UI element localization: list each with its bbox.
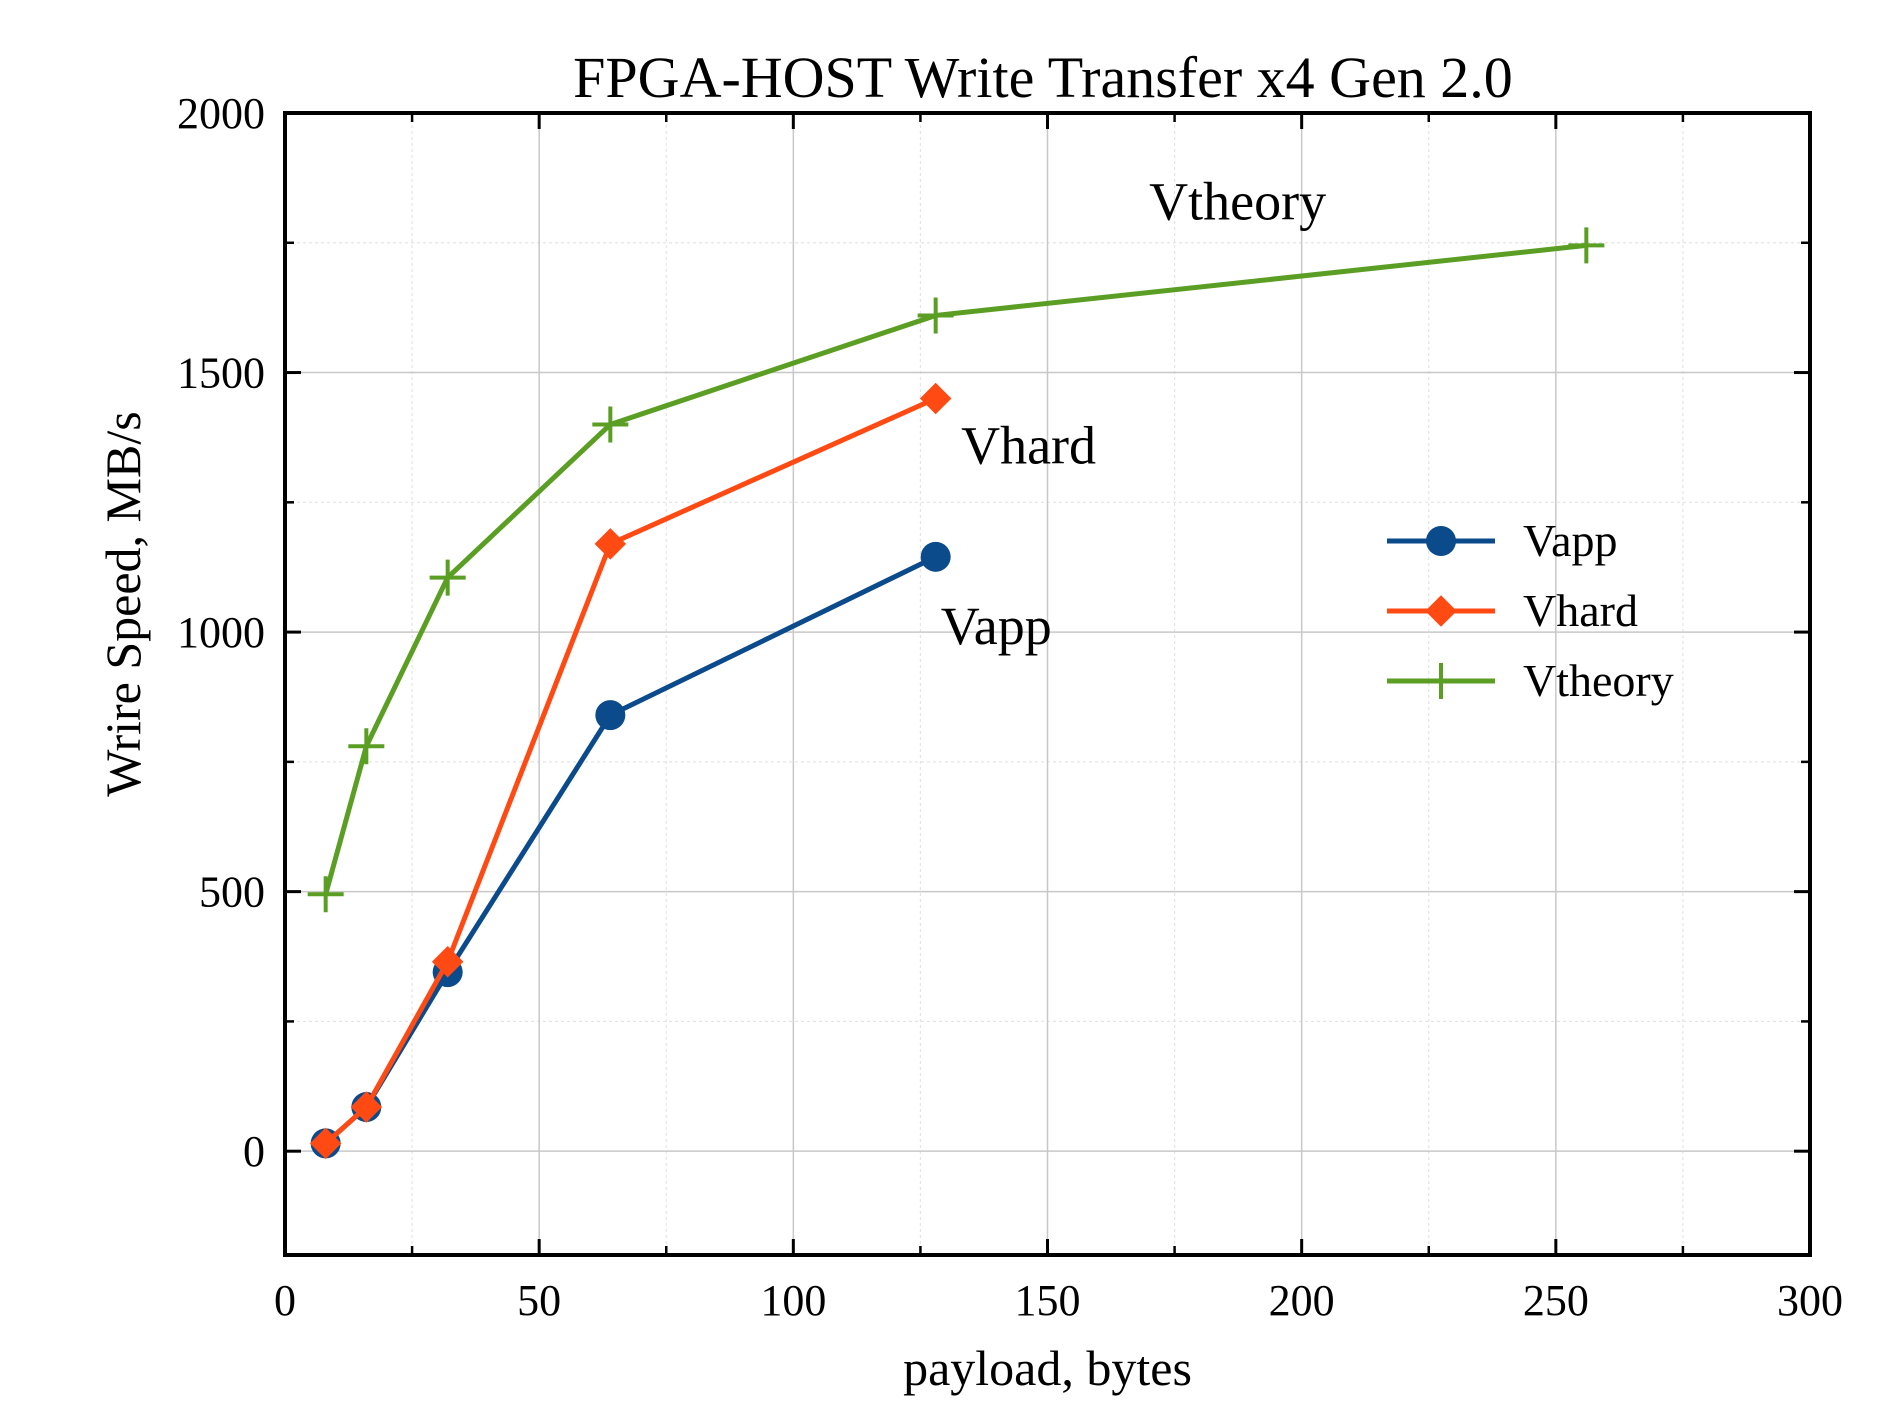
annotation-vapp: Vapp bbox=[941, 596, 1052, 656]
legend-label-vtheory: Vtheory bbox=[1523, 655, 1674, 706]
x-axis-label: payload, bytes bbox=[903, 1340, 1192, 1396]
y-tick-label: 2000 bbox=[177, 89, 265, 138]
x-tick-label: 50 bbox=[517, 1276, 561, 1325]
data-point-vapp bbox=[595, 700, 626, 731]
data-point-vtheory bbox=[429, 559, 466, 596]
legend-label-vhard: Vhard bbox=[1523, 585, 1638, 636]
x-tick-label: 0 bbox=[274, 1276, 296, 1325]
grid bbox=[285, 113, 1810, 1255]
data-point-vapp bbox=[920, 541, 951, 572]
legend-marker-vapp bbox=[1426, 526, 1456, 556]
series-layer bbox=[307, 227, 1605, 1160]
data-point-vtheory bbox=[307, 876, 344, 913]
legend-marker-vtheory bbox=[1423, 663, 1459, 699]
data-point-vhard bbox=[919, 382, 952, 415]
y-tick-label: 0 bbox=[243, 1127, 265, 1176]
x-tick-label: 200 bbox=[1269, 1276, 1335, 1325]
series-line-vhard bbox=[324, 396, 937, 1146]
data-point-vtheory bbox=[917, 297, 954, 334]
data-point-vhard bbox=[350, 1091, 383, 1123]
annotation-vtheory: Vtheory bbox=[1149, 171, 1326, 231]
annotation-vhard: Vhard bbox=[961, 415, 1096, 475]
legend-item-vhard: Vhard bbox=[1387, 585, 1638, 636]
legend-marker-vhard bbox=[1425, 595, 1457, 627]
x-tick-label: 150 bbox=[1015, 1276, 1081, 1325]
y-tick-label: 1000 bbox=[177, 608, 265, 657]
data-point-vhard bbox=[309, 1127, 342, 1160]
x-tick-label: 300 bbox=[1777, 1276, 1843, 1325]
legend-item-vtheory: Vtheory bbox=[1387, 655, 1674, 706]
x-tick-label: 250 bbox=[1523, 1276, 1589, 1325]
legend-item-vapp: Vapp bbox=[1387, 515, 1618, 566]
x-tick-label: 100 bbox=[760, 1276, 826, 1325]
data-point-vtheory bbox=[348, 728, 385, 765]
series-vtheory bbox=[307, 227, 1605, 913]
data-point-vhard bbox=[431, 945, 464, 978]
chart-title: FPGA-HOST Write Transfer x4 Gen 2.0 bbox=[573, 45, 1513, 110]
legend-label-vapp: Vapp bbox=[1523, 515, 1618, 566]
data-point-vtheory bbox=[1568, 227, 1605, 264]
y-axis-label: Wrire Speed, MB/s bbox=[95, 411, 151, 796]
annotations: Vtheory Vhard Vapp bbox=[941, 171, 1326, 656]
series-line-vtheory bbox=[323, 242, 1587, 895]
series-vhard bbox=[309, 382, 952, 1160]
data-point-vtheory bbox=[592, 406, 629, 443]
ticks: 0 50 100 150 200 250 300 0 500 1000 1500 2000 bbox=[177, 89, 1843, 1325]
y-tick-label: 1500 bbox=[177, 349, 265, 398]
data-point-vhard bbox=[594, 528, 627, 560]
series-vapp bbox=[310, 541, 951, 1159]
legend: Vapp Vhard Vtheory bbox=[1387, 515, 1674, 706]
y-tick-label: 500 bbox=[199, 868, 265, 917]
